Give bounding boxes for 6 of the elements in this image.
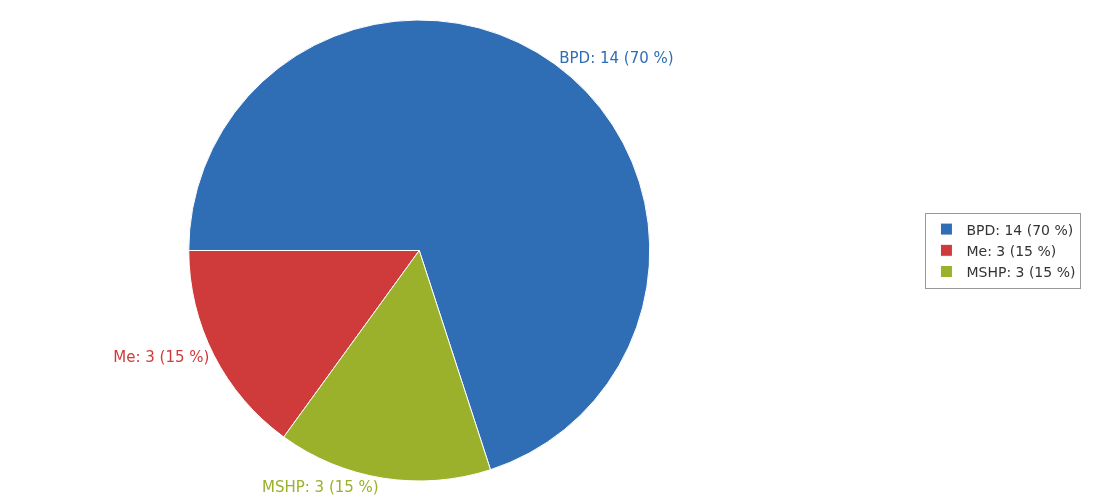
slice-label: BPD: 14 (70 %) xyxy=(559,49,674,68)
slice-label: Me: 3 (15 %) xyxy=(113,348,210,366)
slice-label: MSHP: 3 (15 %) xyxy=(261,477,379,496)
legend-label: MSHP: 3 (15 %) xyxy=(966,263,1076,280)
legend-label: BPD: 14 (70 %) xyxy=(966,221,1074,238)
legend-label: Me: 3 (15 %) xyxy=(966,242,1057,259)
